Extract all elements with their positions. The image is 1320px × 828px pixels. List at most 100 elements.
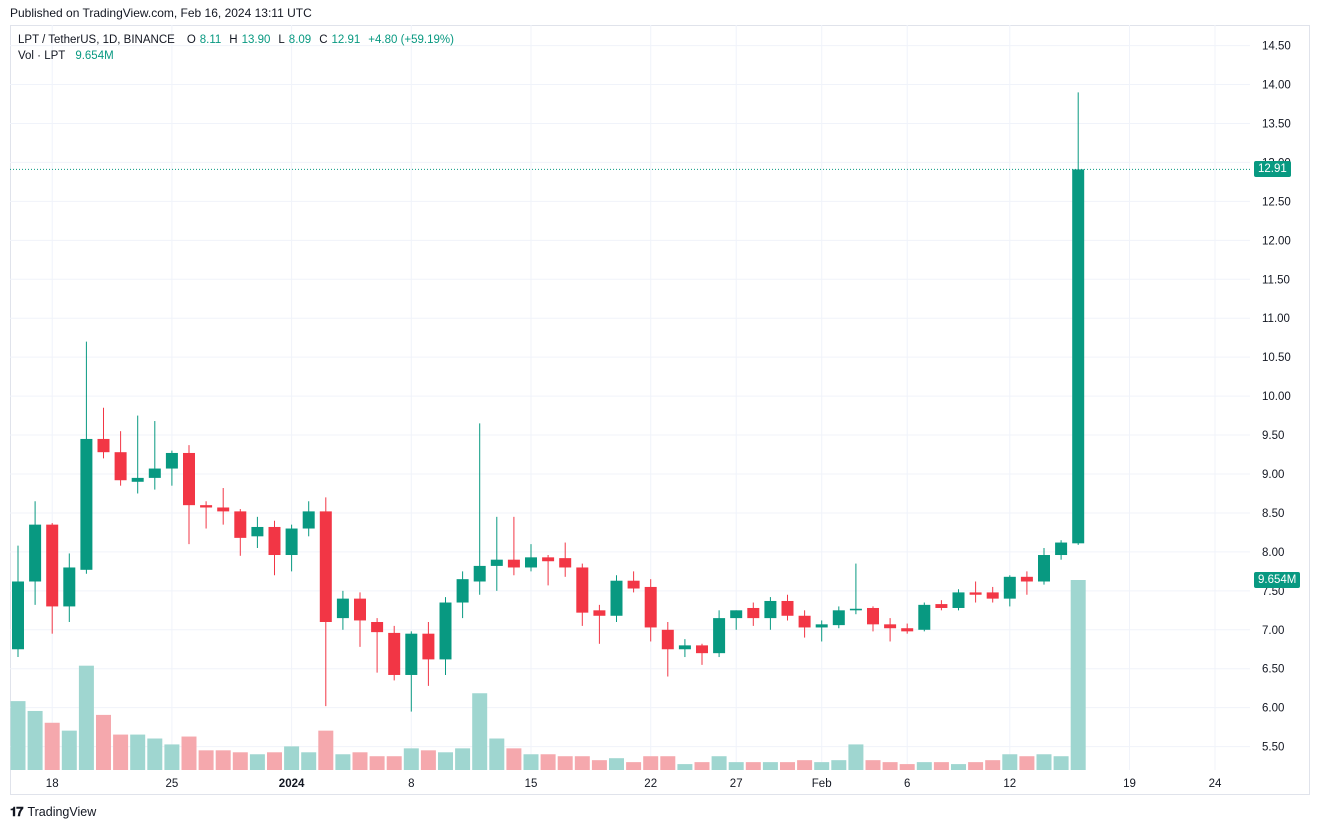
volume-bar bbox=[933, 762, 949, 770]
volume-bar bbox=[61, 730, 77, 770]
candle-body bbox=[217, 507, 230, 512]
candle-body bbox=[952, 592, 965, 608]
x-tick-label: 8 bbox=[408, 778, 414, 790]
volume-bar bbox=[574, 756, 590, 770]
y-tick-label: 7.50 bbox=[1262, 586, 1284, 598]
volume-bar bbox=[147, 738, 163, 770]
candle-body bbox=[559, 558, 572, 568]
x-tick-label: 15 bbox=[525, 778, 538, 790]
candle-body bbox=[46, 524, 59, 607]
candle-body bbox=[627, 580, 640, 589]
volume-bar bbox=[557, 756, 573, 770]
candle-body bbox=[713, 618, 726, 654]
candle-body bbox=[764, 600, 777, 619]
volume-bar bbox=[181, 736, 197, 770]
low-label: L bbox=[278, 34, 285, 46]
candle-body bbox=[456, 579, 469, 603]
candle-body bbox=[747, 607, 760, 619]
volume-bar bbox=[130, 734, 146, 770]
volume-bar bbox=[198, 750, 214, 770]
volume-row: Vol · LPT 9.654M bbox=[18, 48, 458, 64]
y-tick-label: 13.50 bbox=[1262, 118, 1291, 130]
volume-bar bbox=[215, 750, 231, 770]
candle-body bbox=[1055, 542, 1068, 556]
symbol-label[interactable]: LPT / TetherUS, 1D, BINANCE bbox=[18, 34, 175, 46]
y-tick-label: 8.00 bbox=[1262, 547, 1284, 559]
candle-body bbox=[678, 645, 691, 650]
x-axis: 18 25 2024 8 15 22 27 Feb 6 12 19 24 bbox=[46, 778, 1222, 790]
volume-bar bbox=[1002, 754, 1018, 770]
candle-body bbox=[730, 610, 743, 619]
volume-bar bbox=[1019, 756, 1035, 770]
volume-bar bbox=[745, 762, 761, 770]
candle-body bbox=[815, 624, 828, 628]
candle-body bbox=[610, 580, 623, 616]
y-axis: 5.50 6.00 6.50 7.00 7.50 8.00 8.50 9.00 9.50 10.0… bbox=[1262, 41, 1291, 754]
candle-body bbox=[1072, 169, 1085, 544]
candle-body bbox=[490, 559, 503, 566]
candle-body bbox=[542, 557, 555, 562]
x-tick-label: 22 bbox=[644, 778, 657, 790]
y-tick-label: 14.50 bbox=[1262, 41, 1291, 53]
candle-body bbox=[439, 602, 452, 660]
candle-body bbox=[371, 622, 384, 633]
x-tick-label: Feb bbox=[812, 778, 832, 790]
y-tick-label: 10.00 bbox=[1262, 391, 1291, 403]
x-tick-label: 12 bbox=[1003, 778, 1016, 790]
volume-bar bbox=[472, 693, 488, 770]
chart-legend: LPT / TetherUS, 1D, BINANCE O 8.11 H 13.90… bbox=[18, 32, 458, 64]
volume-bar bbox=[403, 748, 419, 770]
candle-body bbox=[336, 598, 349, 619]
volume-bar bbox=[916, 762, 932, 770]
volume-bar bbox=[113, 734, 129, 770]
candle-body bbox=[969, 592, 982, 595]
volume-bar bbox=[96, 714, 111, 770]
volume-bar bbox=[438, 752, 453, 770]
volume-bar bbox=[489, 738, 505, 770]
candle-body bbox=[80, 438, 93, 570]
candle-body bbox=[165, 452, 178, 469]
volume-bars bbox=[10, 580, 1086, 770]
candle-body bbox=[473, 565, 486, 582]
candlestick-chart[interactable]: 5.50 6.00 6.50 7.00 7.50 8.00 8.50 9.00 9.50 10.0… bbox=[10, 25, 1310, 795]
volume-bar bbox=[780, 762, 795, 770]
footer-brand[interactable]: 𝟏𝟕 TradingView bbox=[10, 804, 96, 820]
candle-body bbox=[251, 526, 264, 537]
candle-body bbox=[1020, 576, 1033, 582]
volume-bar bbox=[985, 760, 1001, 770]
volume-bar bbox=[1036, 754, 1052, 770]
candle-body bbox=[183, 452, 195, 506]
candle-body bbox=[507, 559, 520, 568]
volume-label[interactable]: Vol · LPT bbox=[18, 50, 66, 62]
volume-bar bbox=[814, 762, 830, 770]
volume-bar bbox=[232, 752, 248, 770]
volume-bar bbox=[420, 750, 436, 770]
candle-body bbox=[832, 610, 845, 626]
volume-bar bbox=[899, 764, 915, 770]
volume-bar bbox=[626, 762, 642, 770]
last-volume-badge: 9.654M bbox=[1254, 572, 1301, 588]
volume-bar bbox=[301, 752, 317, 770]
close-label: C bbox=[319, 34, 328, 46]
volume-bar bbox=[951, 764, 966, 770]
candle-body bbox=[918, 604, 931, 630]
tradingview-logo-icon: 𝟏𝟕 bbox=[10, 804, 24, 819]
volume-bar bbox=[591, 760, 607, 770]
candle-body bbox=[148, 468, 161, 478]
volume-bar bbox=[386, 756, 402, 770]
volume-bar bbox=[968, 762, 984, 770]
volume-bar bbox=[318, 730, 334, 770]
y-tick-label: 9.00 bbox=[1262, 469, 1284, 481]
x-tick-label: 27 bbox=[730, 778, 743, 790]
volume-bar bbox=[455, 748, 471, 770]
published-note: Published on TradingView.com, Feb 16, 20… bbox=[10, 6, 312, 20]
candle-body bbox=[319, 511, 332, 622]
y-tick-label: 12.50 bbox=[1262, 196, 1291, 208]
last-price-badge: 12.91 bbox=[1254, 161, 1291, 178]
volume-bar bbox=[831, 760, 847, 770]
y-tick-label: 10.50 bbox=[1262, 352, 1291, 364]
candle-body bbox=[12, 581, 24, 650]
volume-bar bbox=[797, 760, 813, 770]
ohlc-row: LPT / TetherUS, 1D, BINANCE O 8.11 H 13.90… bbox=[18, 32, 458, 48]
y-tick-label: 14.00 bbox=[1262, 80, 1291, 92]
